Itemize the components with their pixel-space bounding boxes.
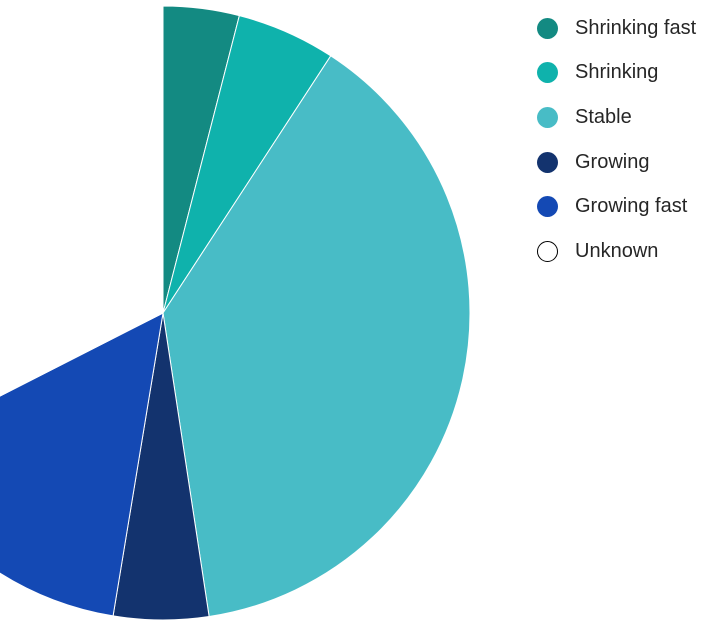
pie-slice-unknown bbox=[0, 5, 164, 397]
legend-item-unknown: Unknown bbox=[537, 229, 696, 274]
legend-item-shrinking: Shrinking bbox=[537, 51, 696, 96]
legend-label-unknown: Unknown bbox=[575, 239, 659, 262]
legend-item-stable: Stable bbox=[537, 95, 696, 140]
legend-item-growing: Growing bbox=[537, 140, 696, 185]
legend-label-shrinking-fast: Shrinking fast bbox=[575, 16, 697, 39]
legend-item-growing-fast: Growing fast bbox=[537, 184, 696, 229]
legend-label-stable: Stable bbox=[575, 105, 632, 128]
legend-label-growing-fast: Growing fast bbox=[575, 195, 688, 218]
legend-item-shrinking-fast: Shrinking fast bbox=[537, 6, 696, 51]
legend-marker-growing bbox=[537, 151, 558, 173]
legend-marker-unknown bbox=[537, 240, 558, 262]
pie-slice-stable bbox=[162, 55, 471, 618]
legend-label-shrinking: Shrinking bbox=[575, 61, 659, 84]
pie-slice-growing-fast bbox=[0, 312, 164, 617]
legend-marker-stable bbox=[537, 106, 558, 128]
legend-marker-shrinking bbox=[537, 62, 558, 84]
legend-label-growing: Growing bbox=[575, 150, 650, 173]
legend: Shrinking fast Shrinking Stable Growing Grow… bbox=[537, 6, 696, 274]
legend-marker-growing-fast bbox=[537, 196, 558, 218]
pie-plot-area bbox=[0, 5, 471, 621]
legend-marker-shrinking-fast bbox=[537, 17, 558, 39]
